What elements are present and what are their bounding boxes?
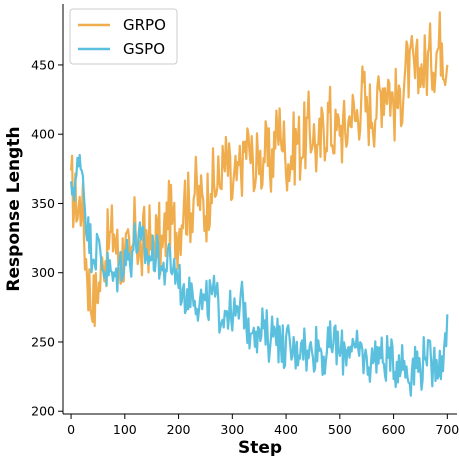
x-tick-label: 300 (220, 422, 244, 437)
x-tick-label: 400 (274, 422, 298, 437)
x-tick-label: 200 (167, 422, 191, 437)
legend-label-grpo: GRPO (123, 16, 166, 34)
x-axis-label: Step (238, 438, 282, 456)
y-tick-label: 350 (31, 196, 55, 211)
y-tick-label: 200 (31, 404, 55, 419)
y-tick-label: 400 (31, 127, 55, 142)
y-tick-label: 450 (31, 57, 55, 72)
axes (62, 4, 457, 415)
legend-label-gspo: GSPO (123, 40, 165, 58)
x-tick-label: 100 (113, 422, 137, 437)
series-layer (70, 11, 449, 397)
x-tick-label: 600 (382, 422, 406, 437)
ticks: 0 100 200 300 400 500 600 700 200 250 300 350 400 450 (31, 57, 459, 437)
series-line-gspo (70, 153, 449, 397)
y-tick-label: 250 (31, 334, 55, 349)
legend: GRPO GSPO (69, 8, 178, 65)
x-tick-label: 0 (67, 422, 75, 437)
y-axis-label: Response Length (4, 126, 24, 291)
x-tick-label: 700 (435, 422, 459, 437)
y-tick-label: 300 (31, 265, 55, 280)
x-tick-label: 500 (328, 422, 352, 437)
